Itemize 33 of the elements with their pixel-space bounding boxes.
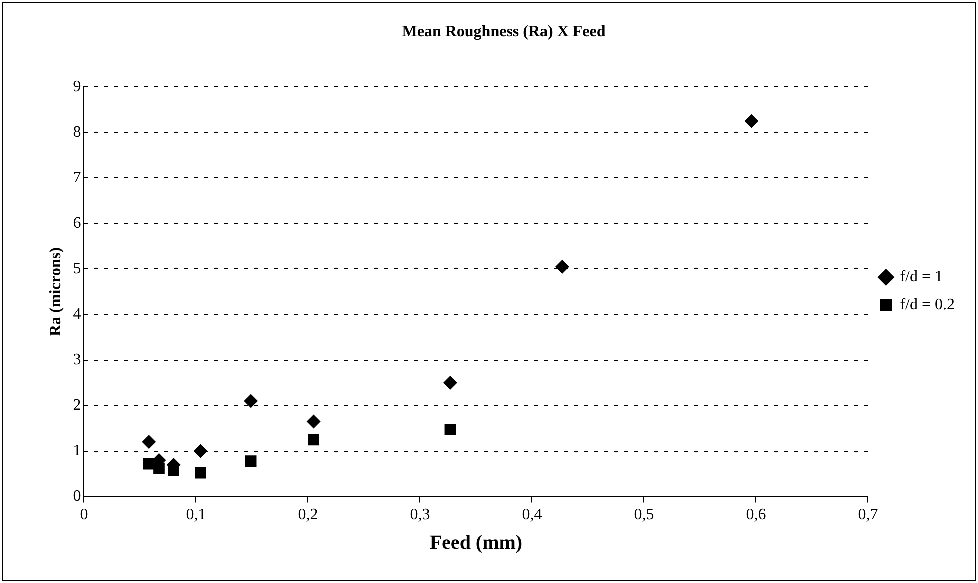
- point: [195, 467, 206, 479]
- y-tick-label: 3: [73, 351, 82, 368]
- chart-title: Mean Roughness (Ra) X Feed: [402, 24, 606, 41]
- y-tick-label: 2: [73, 396, 82, 414]
- y-tick-label: 0: [73, 488, 82, 506]
- point: [308, 434, 320, 446]
- y-tick-label: 4: [73, 306, 82, 323]
- point: [245, 456, 257, 467]
- legend-label: f/d = 0.2: [900, 296, 955, 314]
- legend-label: f/d = 1: [900, 268, 943, 286]
- x-tick-label: 0,7: [858, 506, 878, 524]
- point: [244, 394, 258, 408]
- x-tick-label: 0,1: [186, 506, 206, 524]
- x-tick-label: 0,5: [634, 506, 654, 524]
- point: [194, 444, 208, 458]
- y-tick-label: 9: [73, 78, 82, 96]
- point: [142, 435, 156, 450]
- y-tick-label: 6: [73, 214, 82, 232]
- point: [443, 376, 458, 390]
- point: [555, 260, 570, 274]
- point: [444, 424, 456, 436]
- point: [744, 114, 759, 128]
- x-tick-label: 0,2: [298, 506, 318, 524]
- x-tick-label: 0,6: [746, 506, 766, 524]
- y-tick-label: 1: [73, 442, 82, 460]
- y-tick-label: 7: [73, 169, 82, 186]
- y-axis-title: Ra (microns): [48, 247, 65, 337]
- y-tick-label: 8: [73, 124, 82, 141]
- x-tick-label: 0,3: [410, 506, 430, 524]
- x-axis-title: Feed (mm): [430, 532, 523, 554]
- y-tick-label: 5: [73, 260, 82, 278]
- point: [306, 414, 321, 429]
- x-tick-label: 0,4: [522, 506, 542, 524]
